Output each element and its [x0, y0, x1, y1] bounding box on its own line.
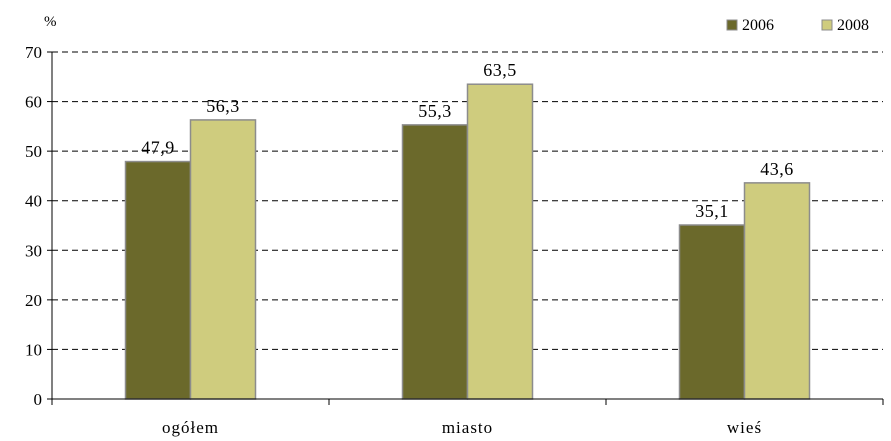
category-labels: ogółem miasto wieś [162, 418, 762, 437]
bar-2008-0 [189, 119, 257, 400]
data-label-2006-2: 35,1 [695, 201, 729, 221]
category-label: miasto [442, 418, 493, 437]
bar-2008-2 [743, 182, 811, 400]
category-label: ogółem [162, 418, 219, 437]
legend-swatch-2008 [821, 19, 833, 31]
data-label-2008-1: 63,5 [483, 60, 517, 80]
y-tick-label: 60 [25, 93, 42, 112]
legend-swatch-2006 [726, 19, 738, 31]
y-tick-label: 40 [25, 192, 42, 211]
y-tick-label: 0 [34, 390, 43, 409]
legend: 2006 2008 [726, 17, 869, 34]
category-label: wieś [727, 418, 762, 437]
legend-label-2008: 2008 [837, 17, 869, 34]
bar-2008-1 [466, 83, 534, 400]
y-tick-label: 10 [25, 340, 42, 359]
data-labels: 47,9 56,3 55,3 63,5 35,1 43,6 [141, 60, 794, 221]
legend-label-2006: 2006 [742, 17, 774, 34]
axes [51, 52, 884, 405]
bar-2006-0 [124, 160, 192, 400]
bar-2006-2 [678, 224, 746, 400]
data-label-2008-2: 43,6 [760, 159, 794, 179]
data-label-2006-0: 47,9 [141, 138, 175, 158]
data-label-2008-0: 56,3 [206, 96, 240, 116]
y-tick-label: 30 [25, 241, 42, 260]
bars [124, 83, 811, 400]
data-label-2006-1: 55,3 [418, 101, 452, 121]
y-axis-ticks: 0 10 20 30 40 50 60 70 [25, 43, 52, 409]
y-unit-label: % [44, 14, 57, 30]
y-tick-label: 70 [25, 43, 42, 62]
y-tick-label: 20 [25, 291, 42, 310]
y-tick-label: 50 [25, 142, 42, 161]
bar-2006-1 [401, 124, 469, 400]
